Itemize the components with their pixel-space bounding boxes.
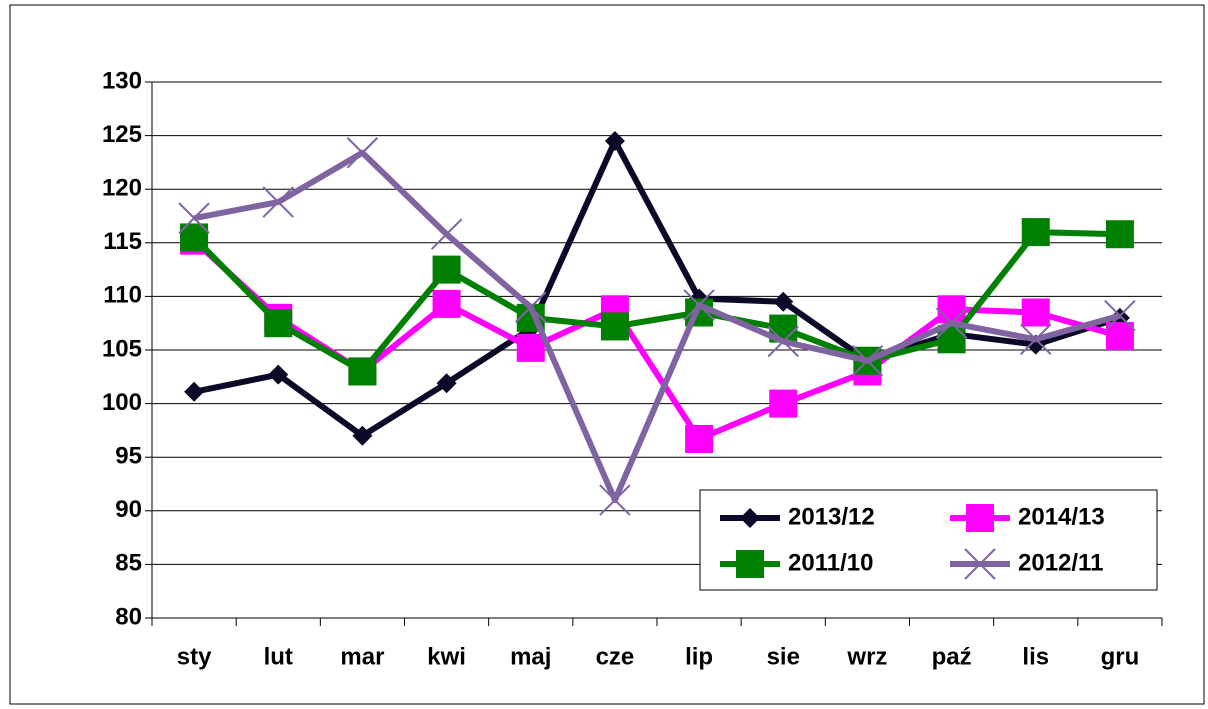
marker (430, 218, 463, 250)
marker (769, 389, 798, 418)
legend-box (699, 489, 1158, 591)
x-tick-label: kwi (427, 643, 466, 670)
chart-frame (9, 4, 1205, 705)
x-tick-label: lis (1022, 643, 1049, 670)
marker (432, 255, 461, 284)
marker (767, 325, 799, 358)
y-tick-label: 85 (115, 550, 142, 577)
marker (432, 289, 461, 318)
marker (436, 373, 457, 394)
y-tick-label: 115 (103, 228, 142, 255)
marker (851, 345, 884, 377)
marker (1021, 218, 1050, 247)
y-tick-label: 80 (115, 603, 142, 630)
x-tick-label: gru (1101, 643, 1140, 670)
marker (937, 295, 966, 324)
marker (683, 289, 715, 321)
y-tick-label: 120 (102, 175, 142, 202)
y-tick-label: 130 (102, 67, 142, 94)
marker (515, 291, 547, 323)
x-tick-label: lut (264, 643, 293, 670)
x-tick-label: cze (596, 643, 635, 670)
marker (740, 508, 760, 528)
marker (1104, 299, 1136, 332)
marker (264, 309, 293, 338)
marker (966, 504, 994, 532)
y-tick-label: 100 (102, 389, 142, 416)
legend-label: 2014/13 (1018, 503, 1105, 530)
x-tick-label: sie (767, 643, 800, 670)
legend: 2013/12 2014/13 2011/10 2012/11 (699, 489, 1158, 591)
marker (964, 548, 996, 580)
series-line (193, 149, 1121, 504)
y-tick-label: 110 (103, 282, 142, 309)
series (178, 137, 1136, 516)
x-tick-label: mar (340, 643, 384, 670)
marker (736, 550, 764, 578)
marker (184, 381, 205, 402)
marker (346, 137, 379, 169)
y-tick-label: 125 (102, 121, 142, 148)
marker (348, 357, 377, 386)
marker (516, 333, 545, 362)
marker (599, 484, 631, 516)
marker (1105, 322, 1134, 351)
marker (685, 424, 714, 453)
marker (178, 202, 210, 234)
marker (352, 425, 373, 446)
y-tick-label: 95 (115, 443, 142, 470)
legend-label: 2011/10 (788, 549, 873, 576)
x-tick-label: lip (685, 643, 713, 670)
marker (268, 364, 289, 385)
x-tick-label: maj (510, 643, 551, 670)
marker (773, 291, 794, 312)
marker (604, 130, 625, 151)
y-tick-label: 90 (115, 496, 142, 523)
marker (1021, 298, 1050, 327)
series-line (193, 137, 1121, 439)
marker (935, 307, 968, 339)
x-tick-label: sty (177, 643, 212, 670)
legend-label: 2012/11 (1018, 549, 1103, 576)
x-tick-label: wrz (846, 643, 887, 670)
series-line (191, 229, 1120, 375)
y-tick-label: 105 (102, 335, 142, 362)
legend-label: 2013/12 (788, 503, 875, 530)
marker (1105, 220, 1134, 249)
x-tick-label: paź (932, 643, 972, 670)
marker (600, 312, 629, 341)
marker (1020, 323, 1052, 355)
marker (262, 186, 294, 218)
